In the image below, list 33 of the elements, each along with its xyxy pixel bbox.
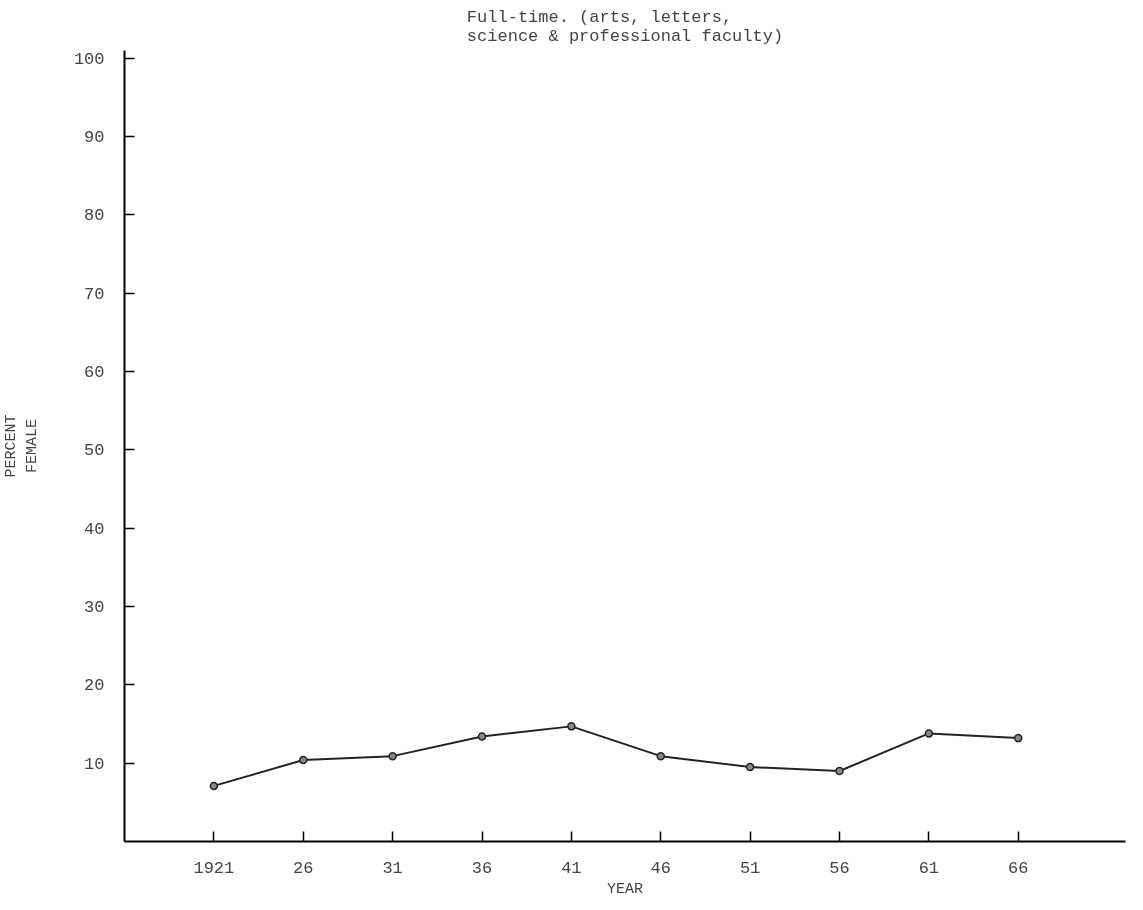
point	[835, 766, 844, 776]
point	[1014, 733, 1023, 743]
x-tick-label: 51	[739, 858, 761, 878]
y-tick-label: 100	[73, 49, 105, 69]
x-tick-label: 26	[293, 858, 314, 878]
x-tick-label: 1921	[193, 858, 235, 878]
point	[924, 729, 934, 738]
y-tick-label: 30	[84, 598, 105, 618]
y-axis-title: PERCENT FEMALE	[3, 414, 41, 478]
x-tick-label: 66	[1008, 858, 1029, 878]
y-tick-label: 20	[84, 676, 105, 696]
x-tick-label: 61	[918, 858, 940, 878]
point	[656, 751, 665, 761]
x-tick-label: 36	[471, 858, 493, 878]
chart-title: Full-time. (arts, letters, science & professional faculty)	[466, 7, 784, 46]
y-tick-label: 50	[84, 441, 105, 461]
x-axis-title: YEAR	[607, 880, 644, 898]
x-tick-label: 31	[382, 858, 403, 878]
x-tick-label: 41	[561, 858, 582, 878]
y-tick-label: 70	[84, 284, 105, 304]
point	[209, 781, 219, 791]
point	[567, 722, 576, 731]
y-tick-label: 90	[84, 128, 105, 148]
y-tick-label: 40	[84, 519, 105, 539]
point	[388, 751, 397, 761]
y-tick-label: 60	[84, 363, 105, 383]
point	[299, 755, 308, 765]
x-tick-label: 46	[650, 858, 671, 878]
y-tick-label: 10	[84, 754, 105, 774]
x-tick-label: 56	[829, 858, 850, 878]
point	[477, 732, 487, 741]
y-tick-label: 80	[84, 206, 105, 226]
point	[745, 762, 755, 772]
